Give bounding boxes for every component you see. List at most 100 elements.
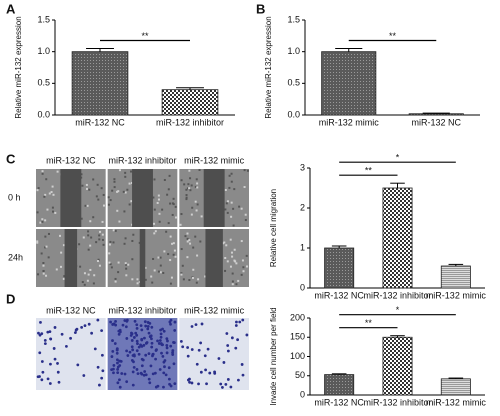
cell	[40, 360, 44, 363]
speckle	[114, 229, 117, 232]
cell	[139, 343, 142, 347]
speckle	[47, 232, 50, 235]
speckle	[128, 203, 131, 206]
speckle	[184, 235, 187, 238]
speckle	[131, 278, 134, 281]
cell	[117, 332, 121, 336]
cell	[116, 365, 120, 369]
speckle	[107, 203, 110, 206]
speckle	[187, 183, 190, 186]
cell	[150, 337, 153, 341]
speckle	[102, 193, 105, 196]
cell	[100, 329, 104, 333]
speckle	[204, 275, 207, 278]
cell	[132, 336, 136, 339]
speckle	[101, 220, 104, 223]
cell	[147, 331, 151, 335]
cell	[245, 333, 249, 337]
cell	[221, 386, 224, 389]
speckle	[182, 278, 185, 281]
speckle	[80, 173, 83, 176]
cell	[132, 365, 136, 369]
bar	[408, 113, 464, 116]
speckle	[224, 256, 227, 259]
cell	[200, 322, 204, 326]
cell	[115, 358, 119, 362]
cell	[139, 324, 143, 328]
cell	[150, 345, 154, 349]
speckle	[183, 183, 186, 186]
micrograph	[36, 318, 106, 390]
cell	[169, 344, 173, 348]
y-tick-label: 50	[295, 370, 305, 380]
speckle	[107, 196, 110, 199]
speckle	[226, 260, 229, 263]
cell	[230, 336, 234, 340]
error-bar	[448, 377, 464, 379]
column-label: miR-132 inhibitor	[108, 155, 176, 165]
speckle	[88, 188, 91, 191]
speckle	[194, 185, 197, 188]
cell	[194, 323, 198, 327]
speckle	[169, 282, 172, 285]
y-tick-label: 2	[300, 202, 305, 212]
speckle	[113, 180, 116, 183]
cell	[146, 324, 150, 328]
speckle	[186, 256, 189, 259]
speckle	[180, 213, 183, 216]
cell	[158, 339, 162, 342]
cell	[226, 344, 230, 347]
cell	[125, 337, 129, 340]
speckle	[82, 236, 85, 239]
speckle	[153, 222, 156, 225]
cell	[143, 336, 146, 340]
cell	[150, 325, 154, 329]
speckle	[101, 233, 104, 236]
speckle	[124, 262, 127, 265]
speckle	[174, 255, 177, 258]
y-axis-label: Relative miR-132 expression	[14, 16, 23, 118]
cell	[172, 340, 175, 344]
speckle	[42, 262, 45, 265]
cell	[137, 352, 141, 356]
significance-label: **	[365, 318, 373, 328]
cell	[237, 378, 240, 382]
cell	[116, 368, 119, 371]
speckle	[89, 220, 92, 223]
cell	[222, 361, 226, 364]
column-label: miR-132 NC	[46, 155, 96, 165]
cell	[134, 331, 138, 335]
panel-label: A	[6, 1, 16, 16]
significance-label: *	[396, 153, 400, 163]
speckle	[225, 244, 228, 247]
speckle	[185, 196, 188, 199]
cell	[43, 339, 47, 342]
speckle	[62, 277, 65, 280]
speckle	[226, 200, 229, 203]
column-label: miR-132 mimic	[184, 305, 245, 315]
speckle	[110, 266, 113, 269]
speckle	[231, 255, 234, 258]
error-bar	[331, 373, 347, 375]
speckle	[243, 186, 246, 189]
speckle	[246, 169, 249, 172]
cell	[159, 332, 163, 336]
speckle	[44, 246, 47, 249]
cell	[49, 362, 52, 366]
cell	[130, 339, 134, 342]
cell	[121, 323, 125, 327]
cell	[111, 350, 115, 353]
speckle	[123, 242, 126, 245]
speckle	[126, 188, 129, 191]
speckle	[181, 264, 184, 267]
speckle	[111, 189, 114, 192]
significance-label: **	[365, 166, 373, 176]
speckle	[185, 194, 188, 197]
cell	[118, 330, 122, 334]
cell	[118, 359, 122, 363]
cell	[116, 371, 120, 375]
cell	[197, 348, 201, 352]
y-tick-label: 1.0	[37, 46, 50, 56]
error-bar	[422, 112, 450, 114]
speckle	[36, 211, 39, 214]
